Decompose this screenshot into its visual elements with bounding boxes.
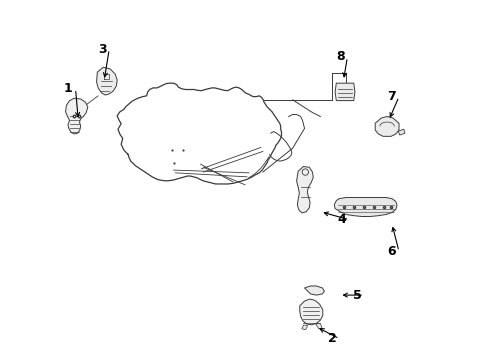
Polygon shape [375, 117, 399, 136]
Polygon shape [398, 129, 405, 135]
Polygon shape [302, 325, 308, 330]
Text: 6: 6 [388, 245, 396, 258]
Polygon shape [316, 323, 322, 329]
Text: 8: 8 [336, 50, 344, 63]
Polygon shape [334, 198, 397, 216]
Text: 7: 7 [388, 90, 396, 103]
Polygon shape [305, 286, 324, 295]
Text: 1: 1 [64, 82, 73, 95]
Polygon shape [335, 83, 355, 100]
Polygon shape [97, 67, 117, 95]
Polygon shape [300, 299, 323, 325]
Polygon shape [66, 98, 88, 134]
Text: 5: 5 [352, 289, 361, 302]
Text: 4: 4 [338, 213, 346, 226]
Text: 2: 2 [328, 332, 337, 345]
Text: 3: 3 [98, 42, 106, 55]
Polygon shape [296, 167, 313, 213]
